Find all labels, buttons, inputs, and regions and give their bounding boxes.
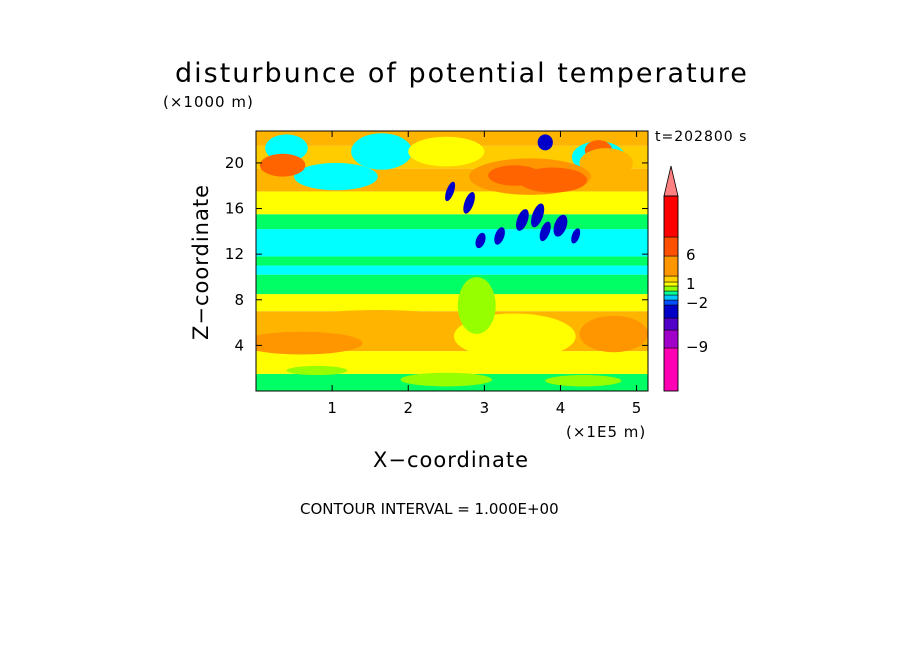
field-cell [445, 181, 456, 202]
field-band [256, 294, 648, 312]
colorbar-segment [663, 255, 679, 277]
x-unit-label: (×1E5 m) [566, 423, 647, 441]
x-tick-label: 4 [556, 399, 566, 417]
y-axis: 4 8 12 16 20 [225, 154, 648, 354]
colorbar-arrow [663, 165, 679, 197]
field-cell [579, 315, 648, 353]
field-cell [463, 192, 475, 214]
field-cell [545, 375, 622, 387]
colorbar-label: −9 [686, 338, 708, 356]
colorbar-segment [663, 299, 679, 306]
x-tick-label: 3 [480, 399, 490, 417]
colorbar-segment [663, 290, 679, 296]
colorbar-segment [663, 317, 679, 331]
field-cell [400, 372, 492, 387]
field-cell [351, 133, 413, 170]
colorbar-label: 6 [686, 246, 696, 264]
field-band [256, 265, 648, 275]
field-band [256, 214, 648, 230]
y-tick-label: 20 [225, 154, 244, 172]
field-cell [571, 228, 581, 244]
x-tick-label: 2 [403, 399, 413, 417]
field-cell [537, 134, 553, 151]
plot-frame [255, 130, 649, 392]
y-tick-label: 8 [234, 291, 244, 309]
x-tick-label: 5 [632, 399, 642, 417]
field-cell [553, 214, 568, 237]
field-cell [294, 162, 378, 191]
field-cell [539, 221, 551, 242]
y-unit-label: (×1000 m) [163, 93, 254, 111]
colorbar-frame [663, 195, 679, 392]
field-band [256, 351, 648, 374]
colorbar-segment [663, 347, 679, 392]
y-tick-label: 4 [234, 336, 244, 354]
x-axis: 1 2 3 4 5 [327, 131, 641, 417]
colorbar-segment [663, 275, 679, 283]
colorbar-segment [663, 195, 679, 238]
field-cell [256, 331, 363, 355]
colorbar-label: 1 [686, 275, 696, 293]
field-cell [475, 232, 486, 249]
contour-interval-note: CONTOUR INTERVAL = 1.000E+00 [300, 500, 559, 518]
colorbar-label: −2 [686, 294, 708, 312]
field-band [256, 229, 648, 257]
colorbar-segment [663, 285, 679, 292]
temperature-field [256, 131, 648, 391]
x-tick-label: 1 [327, 399, 337, 417]
colorbar: 6 1−2 −9 [663, 165, 708, 392]
field-band [256, 274, 648, 295]
field-cell [488, 165, 542, 186]
field-cell [286, 365, 348, 376]
colorbar-segment [663, 304, 679, 319]
time-label: t=202800 s [655, 129, 748, 145]
y-tick-label: 16 [225, 200, 244, 218]
colorbar-segment [663, 281, 679, 287]
chart-title: disturbunce of potential temperature [175, 58, 749, 89]
field-cell [457, 276, 496, 334]
field-band [256, 256, 648, 266]
field-cell [408, 136, 485, 167]
field-cell [259, 153, 306, 177]
field-cell [579, 148, 633, 178]
field-cell [516, 209, 529, 231]
colorbar-segment [663, 329, 679, 349]
field-cell [494, 227, 505, 245]
y-tick-label: 12 [225, 245, 244, 263]
x-axis-label: X−coordinate [373, 448, 529, 472]
field-cell [531, 203, 545, 228]
colorbar-segment [663, 236, 679, 257]
field-band [256, 191, 648, 215]
colorbar-segment [663, 294, 679, 301]
